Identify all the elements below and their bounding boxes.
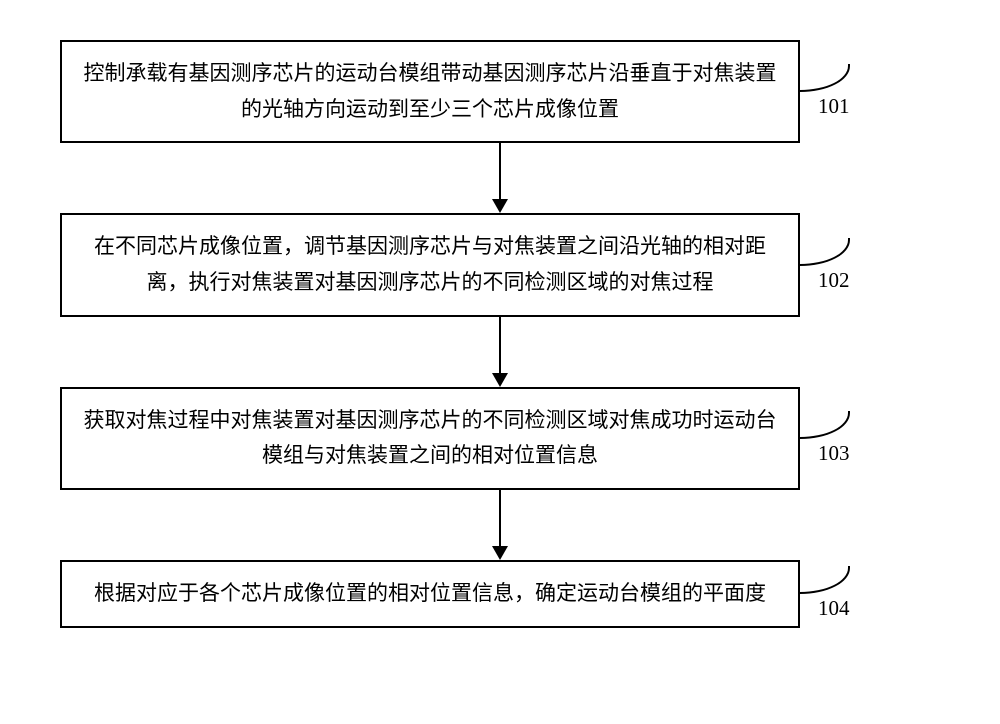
arrow-down-icon [485,143,515,213]
step-label-wrap: 101 [800,64,850,119]
arrow-wrap [130,317,870,387]
arrow-wrap [130,143,870,213]
step-text: 获取对焦过程中对焦装置对基因测序芯片的不同检测区域对焦成功时运动台模组与对焦装置… [84,408,777,468]
step-box-1: 控制承载有基因测序芯片的运动台模组带动基因测序芯片沿垂直于对焦装置的光轴方向运动… [60,40,800,143]
flow-row: 在不同芯片成像位置，调节基因测序芯片与对焦装置之间沿光轴的相对距离，执行对焦装置… [60,213,940,316]
connector-curve [798,64,850,92]
step-label: 103 [800,441,850,466]
step-label-wrap: 102 [800,238,850,293]
connector-curve [798,238,850,266]
step-label-wrap: 104 [800,566,850,621]
step-label: 101 [800,94,850,119]
connector-curve [798,566,850,594]
flow-row: 根据对应于各个芯片成像位置的相对位置信息，确定运动台模组的平面度 104 [60,560,940,628]
arrow-down-icon [485,490,515,560]
flowchart: 控制承载有基因测序芯片的运动台模组带动基因测序芯片沿垂直于对焦装置的光轴方向运动… [60,40,940,628]
arrow-down-icon [485,317,515,387]
arrow-wrap [130,490,870,560]
flow-row: 控制承载有基因测序芯片的运动台模组带动基因测序芯片沿垂直于对焦装置的光轴方向运动… [60,40,940,143]
step-box-2: 在不同芯片成像位置，调节基因测序芯片与对焦装置之间沿光轴的相对距离，执行对焦装置… [60,213,800,316]
connector-curve [798,411,850,439]
step-text: 控制承载有基因测序芯片的运动台模组带动基因测序芯片沿垂直于对焦装置的光轴方向运动… [84,61,777,121]
step-text: 根据对应于各个芯片成像位置的相对位置信息，确定运动台模组的平面度 [94,581,766,605]
step-text: 在不同芯片成像位置，调节基因测序芯片与对焦装置之间沿光轴的相对距离，执行对焦装置… [94,234,766,294]
step-box-4: 根据对应于各个芯片成像位置的相对位置信息，确定运动台模组的平面度 [60,560,800,628]
step-label: 102 [800,268,850,293]
step-label-wrap: 103 [800,411,850,466]
flow-row: 获取对焦过程中对焦装置对基因测序芯片的不同检测区域对焦成功时运动台模组与对焦装置… [60,387,940,490]
step-box-3: 获取对焦过程中对焦装置对基因测序芯片的不同检测区域对焦成功时运动台模组与对焦装置… [60,387,800,490]
step-label: 104 [800,596,850,621]
